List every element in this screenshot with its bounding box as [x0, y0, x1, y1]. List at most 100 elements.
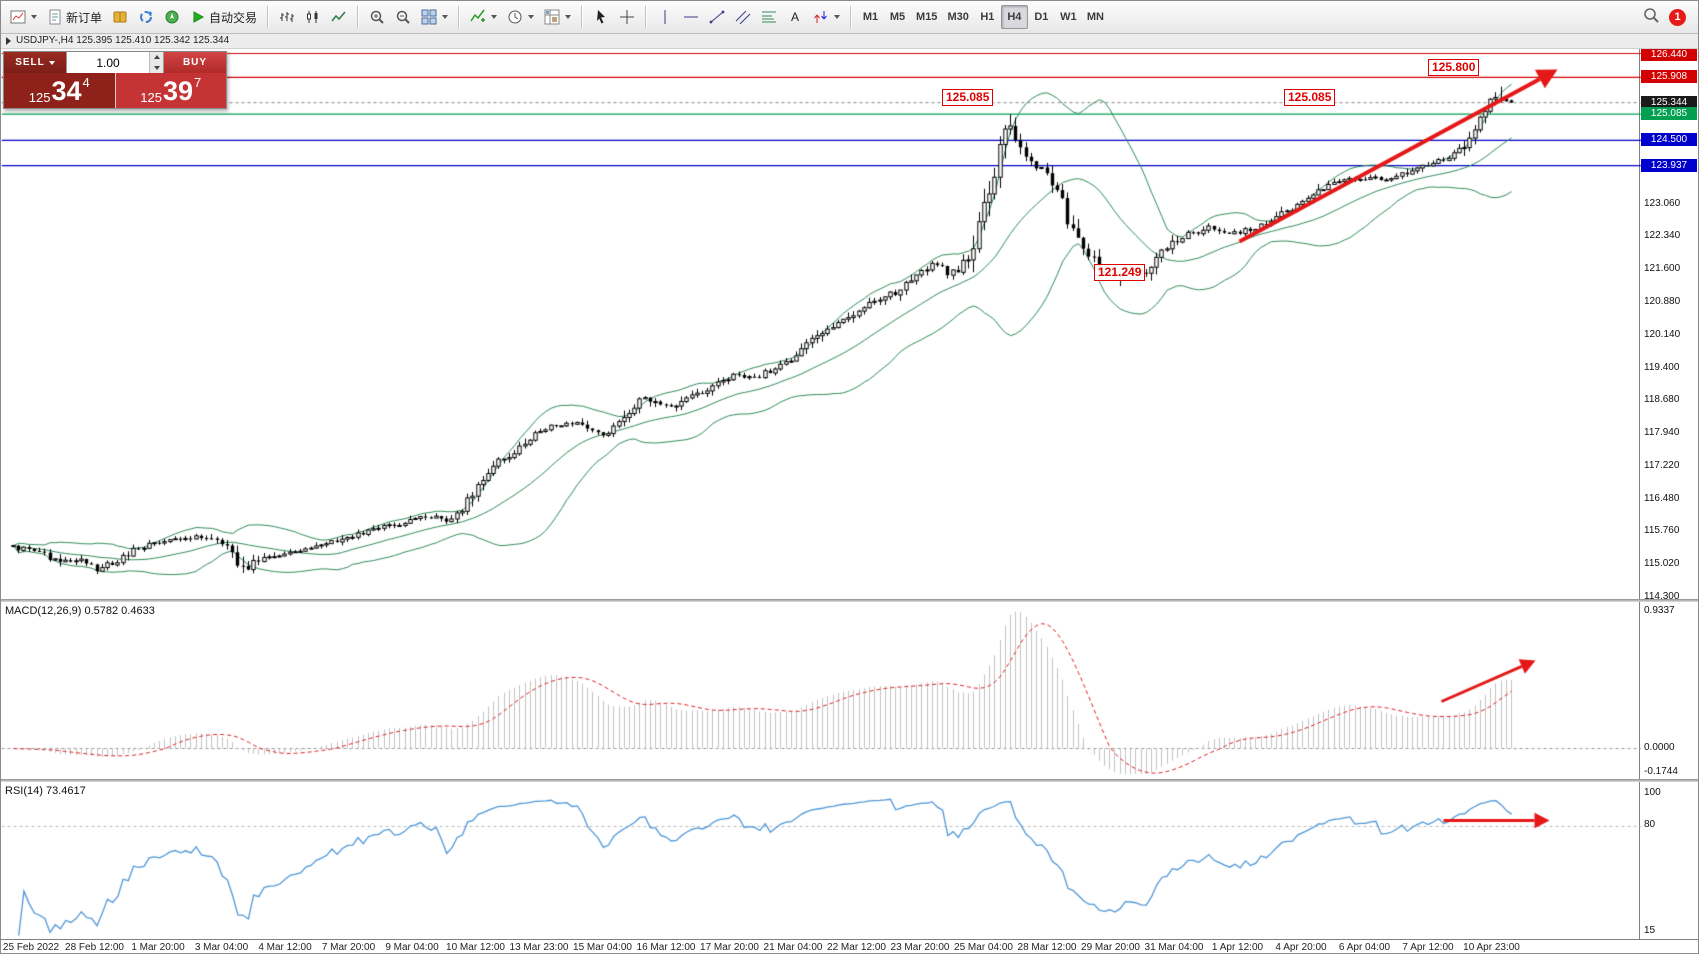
horizontal-line-button[interactable] [678, 5, 704, 29]
volume-increase-button[interactable] [150, 52, 163, 63]
templates-button[interactable] [539, 5, 576, 29]
timeframe-mn-button[interactable]: MN [1082, 5, 1109, 29]
main-chart-pane[interactable] [1, 48, 1641, 599]
zoom-in-button[interactable] [364, 5, 390, 29]
timeframe-m30-button-label: M30 [947, 11, 969, 23]
rsi-pane[interactable] [1, 782, 1641, 939]
sell-price-pip: 4 [82, 75, 90, 90]
sell-price[interactable]: 125 34 4 [4, 73, 116, 108]
pane-splitter[interactable] [1, 779, 1698, 782]
text-label-icon: A [787, 9, 803, 25]
volume-decrease-button[interactable] [150, 62, 163, 73]
vertical-line-button[interactable] [652, 5, 678, 29]
price-marker: 123.937 [1641, 158, 1697, 172]
timeframe-m1-button-label: M1 [862, 11, 879, 23]
macd-indicator-label: MACD(12,26,9) 0.5782 0.4633 [5, 605, 155, 617]
time-axis[interactable]: 25 Feb 2022 28 Feb 12:00 1 Mar 20:00 3 Mar … [1, 939, 1698, 953]
symbol-ohlc-text: USDJPY-,H4 125.395 125.410 125.342 125.3… [16, 35, 230, 46]
volume-field [66, 52, 164, 73]
periods-button[interactable] [502, 5, 539, 29]
cursor-icon [593, 9, 609, 25]
axis-label: 0.9337 [1644, 604, 1675, 616]
indicators-button[interactable] [465, 5, 502, 29]
buy-price-int: 125 [140, 90, 162, 105]
macd-pane[interactable] [1, 602, 1641, 779]
line-chart-button[interactable] [326, 5, 352, 29]
price-annotation[interactable]: 125.085 [1284, 89, 1336, 106]
time-label: 28 Mar 12:00 [1017, 942, 1077, 953]
price-annotation[interactable]: 121.249 [1094, 264, 1146, 281]
sell-button[interactable]: SELL [4, 52, 66, 73]
new-chart-button[interactable] [5, 5, 42, 29]
cursor-button[interactable] [588, 5, 614, 29]
time-label: 22 Mar 12:00 [827, 942, 886, 953]
axis-label: 121.600 [1644, 263, 1681, 275]
price-annotation[interactable]: 125.800 [1428, 59, 1480, 76]
navigator-button[interactable] [159, 5, 185, 29]
buy-price-big: 39 [162, 75, 193, 106]
toolbar-separator [645, 6, 648, 28]
volume-spinner [149, 52, 163, 73]
chevron-down-icon [491, 15, 498, 19]
buy-button[interactable]: BUY [164, 52, 226, 73]
vertical-line-icon [657, 9, 673, 25]
timeframe-mn-button-label: MN [1086, 11, 1104, 23]
volume-input[interactable] [67, 52, 149, 73]
time-label: 1 Mar 20:00 [131, 942, 185, 953]
zoom-out-icon [395, 9, 411, 25]
timeframe-m1-button[interactable]: M1 [857, 5, 884, 29]
periods-icon [507, 9, 523, 25]
new-order-button[interactable]: 新订单 [42, 5, 107, 29]
axis-label: 116.480 [1644, 492, 1680, 504]
timeframe-m5-button[interactable]: M5 [884, 5, 911, 29]
timeframe-d1-button[interactable]: D1 [1028, 5, 1055, 29]
indicators-icon [470, 9, 486, 25]
one-click-price-row: 125 34 4 125 39 7 [4, 73, 226, 108]
timeframe-h4-button[interactable]: H4 [1000, 5, 1028, 29]
chevron-down-icon [565, 15, 572, 19]
equidistant-channel-button[interactable] [730, 5, 756, 29]
data-window-icon [138, 9, 154, 25]
timeframe-w1-button-label: W1 [1060, 11, 1077, 23]
horizontal-line-icon [683, 9, 699, 25]
crosshair-button[interactable] [614, 5, 640, 29]
zoom-out-button[interactable] [390, 5, 416, 29]
timeframe-m30-button[interactable]: M30 [942, 5, 973, 29]
toolbar-separator [581, 6, 584, 28]
market-watch-button[interactable] [107, 5, 133, 29]
axis-label: 120.140 [1644, 328, 1681, 340]
fibonacci-button[interactable] [756, 5, 782, 29]
price-axis[interactable]: 123.060 122.340 121.600 120.880 120.140 119.4… [1639, 48, 1698, 939]
toolbar-buttons: 新订单 自动交易 A M1 M5 M15 M30 H1 H4 D1 W1 MN [5, 5, 1109, 29]
timeframe-d1-button-label: D1 [1034, 11, 1049, 23]
fibonacci-icon [761, 9, 777, 25]
toolbar-separator [267, 6, 270, 28]
tile-windows-button[interactable] [416, 5, 453, 29]
axis-label: 118.680 [1644, 394, 1680, 406]
candlestick-chart-button[interactable] [300, 5, 326, 29]
price-annotation[interactable]: 125.085 [942, 89, 994, 106]
one-click-trading-panel: SELL BUY 125 34 4 125 39 [3, 51, 227, 109]
notification-badge[interactable]: 1 [1669, 8, 1686, 26]
autotrading-button[interactable]: 自动交易 [185, 5, 262, 29]
buy-price[interactable]: 125 39 7 [115, 73, 226, 108]
trendline-button[interactable] [704, 5, 730, 29]
toolbar-right: 1 [1643, 7, 1694, 28]
data-window-button[interactable] [133, 5, 159, 29]
bars-chart-button[interactable] [274, 5, 300, 29]
timeframe-w1-button[interactable]: W1 [1055, 5, 1082, 29]
time-label: 17 Mar 20:00 [700, 942, 759, 953]
axis-label: -0.1744 [1644, 765, 1678, 777]
search-icon[interactable] [1643, 7, 1659, 28]
axis-label: 0.0000 [1644, 741, 1675, 753]
axis-label: 115.760 [1644, 525, 1680, 537]
timeframe-m15-button[interactable]: M15 [911, 5, 942, 29]
rsi-indicator-label: RSI(14) 73.4617 [5, 785, 86, 797]
timeframe-h1-button[interactable]: H1 [974, 5, 1001, 29]
pane-splitter[interactable] [1, 599, 1698, 602]
text-label-button[interactable]: A [782, 5, 808, 29]
timeframe-m5-button-label: M5 [889, 11, 906, 23]
toolbar-separator [357, 6, 360, 28]
time-label: 4 Apr 20:00 [1275, 942, 1327, 953]
arrows-button[interactable] [808, 5, 845, 29]
